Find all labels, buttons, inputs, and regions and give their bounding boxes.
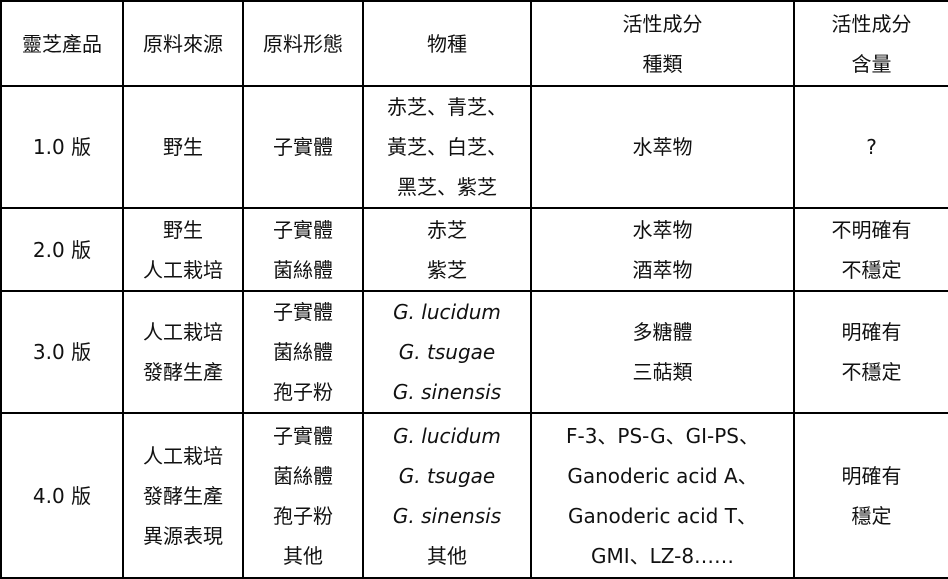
cell-line: 赤芝、青芝、 — [387, 95, 507, 119]
cell-active-ingredient-content: ? — [793, 85, 948, 209]
table-row: 4.0 版人工栽培 發酵生產 異源表現 子實體 菌絲體 孢子粉 其他 G. lucidum G.… — [0, 412, 948, 579]
cell-line: 活性成分 — [622, 11, 703, 36]
cell-line: 2.0 版 — [32, 237, 92, 262]
cell-line: 原料形態 — [263, 31, 343, 56]
cell-line: 野生 — [163, 135, 203, 159]
cell-line: G. sinensis — [392, 380, 502, 404]
cell-active-ingredient-content: 不明確有 不穩定 — [793, 207, 948, 292]
cell-active-ingredient-content: 明確有 穩定 — [793, 412, 948, 579]
cell-line: 子實體 — [273, 217, 333, 242]
cell-line: 酒萃物 — [632, 257, 693, 282]
cell-raw-material-source: 人工栽培發酵生產異源表現 — [122, 412, 244, 579]
cell-raw-material-form: 子實體菌絲體孢子粉其他 — [242, 412, 364, 579]
cell-active-ingredient-type: F-3、PS-G、GI-PS、 Ganoderic acid A、 Ganoderi… — [530, 412, 795, 579]
cell-line: 子實體 — [273, 135, 333, 159]
cell-line: 水萃物 — [632, 135, 693, 159]
cell-line: 其他 — [427, 543, 467, 568]
table-row: 1.0 版 野生 子實體 赤芝、青芝、 黃芝、白芝、 黑芝、紫芝 水萃物? — [0, 85, 948, 209]
cell-line: 菌絲體 — [273, 257, 333, 282]
header-species: 物種 — [362, 0, 532, 87]
cell-line: 4.0 版 — [32, 483, 92, 508]
cell-line: 多糖體 — [632, 320, 693, 344]
cell-raw-material-source: 野生 人工栽培 — [122, 207, 244, 292]
cell-line: 種類 — [642, 51, 683, 76]
cell-line: F-3、PS-G、GI-PS、 — [565, 423, 760, 448]
cell-line: ? — [866, 135, 877, 159]
cell-active-ingredient-type: 水萃物 酒萃物 — [530, 207, 795, 292]
cell-line: 孢子粉 — [273, 503, 333, 528]
cell-line: 靈芝產品 — [22, 31, 102, 56]
cell-line: 異源表現 — [143, 523, 223, 548]
cell-line: 子實體 — [273, 423, 333, 448]
cell-active-ingredient-type: 多糖體 三萜類 — [530, 290, 795, 414]
header-row: 靈芝產品 原料來源 原料形態 物種 活性成分 種類 活性成分 含量 — [0, 0, 948, 87]
cell-line: 穩定 — [851, 503, 892, 528]
cell-line: 原料來源 — [143, 31, 223, 56]
cell-line: 明確有 — [841, 463, 902, 488]
table-row: 2.0 版野生 人工栽培 子實體 菌絲體 赤芝 紫芝 水萃物 酒萃物 不明確有 不穩定 — [0, 207, 948, 292]
cell-line: 不明確有 — [831, 217, 912, 242]
cell-raw-material-form: 子實體 菌絲體 孢子粉 — [242, 290, 364, 414]
cell-line: 人工栽培 — [143, 257, 223, 282]
cell-product-version: 1.0 版 — [0, 85, 124, 209]
header-active-ingredient-content: 活性成分 含量 — [793, 0, 948, 87]
header-product-version: 靈芝產品 — [0, 0, 124, 87]
cell-line: 赤芝 — [427, 217, 467, 242]
cell-active-ingredient-content: 明確有 不穩定 — [793, 290, 948, 414]
cell-raw-material-source: 人工栽培 發酵生產 — [122, 290, 244, 414]
cell-line: G. lucidum — [393, 300, 501, 324]
cell-line: 發酵生產 — [143, 360, 223, 384]
cell-line: 野生 — [163, 217, 203, 242]
cell-line: 人工栽培 — [143, 320, 223, 344]
header-active-ingredient-type: 活性成分 種類 — [530, 0, 795, 87]
cell-raw-material-form: 子實體 — [242, 85, 364, 209]
cell-product-version: 3.0 版 — [0, 290, 124, 414]
cell-line: 孢子粉 — [273, 380, 333, 404]
cell-line: Ganoderic acid A、 — [567, 463, 758, 488]
cell-line: 黑芝、紫芝 — [397, 175, 497, 199]
cell-line: 明確有 — [841, 320, 902, 344]
cell-line: G. sinensis — [392, 503, 502, 528]
cell-species: 赤芝 紫芝 — [362, 207, 532, 292]
header-raw-material-source: 原料來源 — [122, 0, 244, 87]
cell-line: 菌絲體 — [273, 463, 333, 488]
cell-line: 水萃物 — [632, 217, 693, 242]
cell-line: G. lucidum — [393, 423, 501, 448]
cell-line: G. tsugae — [398, 463, 496, 488]
cell-line: 1.0 版 — [32, 135, 92, 159]
cell-line: 其他 — [283, 543, 323, 568]
cell-raw-material-form: 子實體 菌絲體 — [242, 207, 364, 292]
cell-species: G. lucidum G. tsugae G. sinensis — [362, 290, 532, 414]
cell-product-version: 2.0 版 — [0, 207, 124, 292]
cell-line: 含量 — [851, 51, 892, 76]
cell-species: 赤芝、青芝、 黃芝、白芝、 黑芝、紫芝 — [362, 85, 532, 209]
cell-line: GMI、LZ-8…… — [590, 543, 735, 568]
cell-line: 人工栽培 — [143, 443, 223, 468]
cell-line: 菌絲體 — [273, 340, 333, 364]
cell-line: Ganoderic acid T、 — [568, 503, 757, 528]
cell-line: 物種 — [427, 31, 467, 56]
cell-raw-material-source: 野生 — [122, 85, 244, 209]
cell-line: 三萜類 — [632, 360, 693, 384]
cell-active-ingredient-type: 水萃物 — [530, 85, 795, 209]
cell-line: 不穩定 — [841, 257, 902, 282]
cell-line: 紫芝 — [427, 257, 467, 282]
cell-line: 活性成分 — [831, 11, 912, 36]
table-row: 3.0 版人工栽培 發酵生產 子實體 菌絲體 孢子粉 G. lucidum G. tsuga… — [0, 290, 948, 414]
cell-line: 黃芝、白芝、 — [387, 135, 507, 159]
cell-line: G. tsugae — [398, 340, 496, 364]
cell-line: 發酵生產 — [143, 483, 223, 508]
cell-product-version: 4.0 版 — [0, 412, 124, 579]
cell-line: 子實體 — [273, 300, 333, 324]
cell-line: 不穩定 — [841, 360, 902, 384]
header-raw-material-form: 原料形態 — [242, 0, 364, 87]
cell-species: G. lucidum G. tsugae G. sinensis 其他 — [362, 412, 532, 579]
cell-line: 3.0 版 — [32, 340, 92, 364]
